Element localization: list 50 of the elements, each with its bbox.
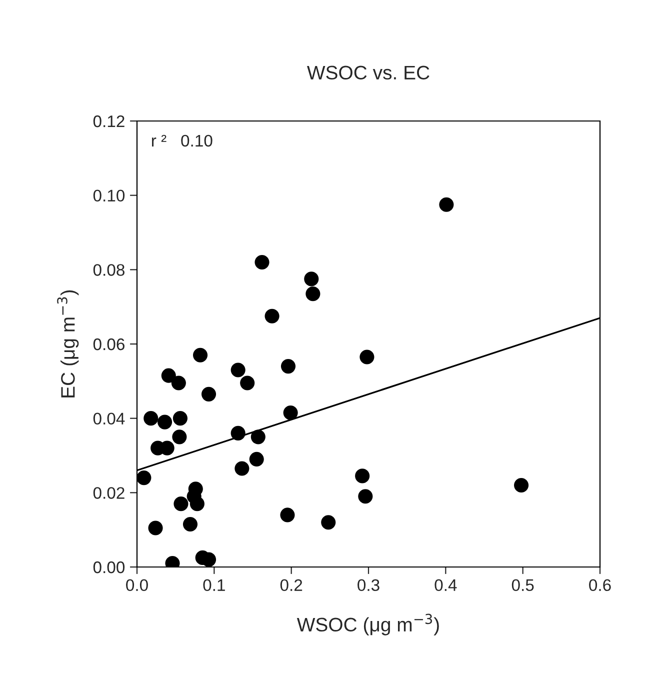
point	[254, 254, 270, 270]
x-tick-label: 0.4	[434, 579, 457, 592]
point	[171, 376, 186, 390]
point	[304, 272, 319, 286]
x-tick-label: 0.6	[589, 579, 611, 592]
point	[161, 368, 176, 383]
x-tick-label: 0.2	[280, 579, 302, 592]
point	[230, 426, 246, 440]
point	[250, 430, 266, 444]
point	[240, 376, 255, 390]
point	[172, 430, 187, 444]
point	[137, 470, 152, 486]
y-tick-label: 0.06	[93, 338, 124, 350]
point	[280, 508, 295, 522]
x-tick-label: 0.3	[358, 579, 380, 592]
x-tick-label: 0.5	[512, 579, 534, 592]
point	[264, 308, 280, 324]
y-axis-title: EC (μg m$^{−3}$)	[57, 290, 79, 398]
point	[249, 452, 264, 466]
point	[514, 478, 529, 493]
y-tick-label: 0.12	[93, 115, 124, 128]
point	[174, 496, 188, 512]
annotation: r ² 0.10	[152, 134, 212, 147]
x-tick-label: 0.0	[126, 579, 148, 592]
x-axis-title: WSOC (μg m$^{−3}$)	[296, 614, 439, 636]
point	[358, 489, 373, 504]
point	[144, 411, 158, 426]
point	[321, 515, 336, 530]
point	[182, 516, 198, 532]
y-tick-label: 0.08	[93, 264, 124, 276]
chart-title: WSOC vs. EC	[307, 66, 430, 80]
y-tick-label: 0.02	[93, 487, 124, 499]
y-tick-label: 0.04	[93, 412, 125, 425]
point	[439, 197, 454, 212]
point	[230, 362, 246, 378]
point	[234, 461, 250, 476]
point	[148, 520, 163, 536]
point	[157, 414, 172, 430]
point	[283, 405, 298, 420]
point	[201, 386, 216, 402]
point	[172, 411, 188, 426]
x-tick-label: 0.1	[203, 579, 225, 592]
point	[192, 348, 208, 362]
point	[360, 350, 374, 364]
point	[306, 286, 320, 302]
y-tick-label: 0.00	[93, 561, 125, 574]
point	[190, 496, 204, 512]
point	[355, 468, 370, 484]
y-tick-label: 0.10	[93, 190, 125, 202]
point	[280, 359, 296, 374]
